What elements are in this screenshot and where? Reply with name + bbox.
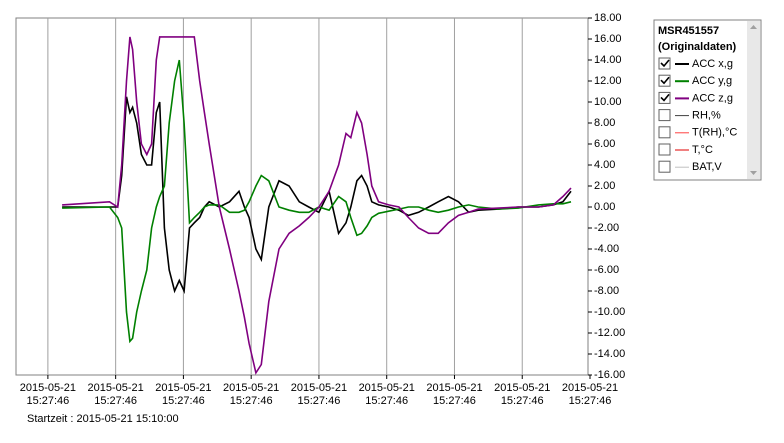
legend-checkbox[interactable] [658, 57, 671, 70]
y-tick-label: 12.00 [594, 75, 622, 87]
x-tick-label: 2015-05-21 15:27:46 [290, 382, 348, 407]
y-tick-label: 16.00 [594, 33, 622, 45]
scroll-up-arrow[interactable] [750, 25, 757, 29]
x-tick-label: 2015-05-21 15:27:46 [494, 382, 551, 407]
x-tick-label: 2015-05-21 15:27:46 [155, 382, 212, 407]
y-tick-label: 0.00 [594, 201, 615, 213]
x-tick-label: 2015-05-21 15:27:46 [358, 382, 415, 407]
series-line [62, 59, 572, 344]
series-line [62, 96, 572, 295]
legend-label: BAT,V [692, 161, 722, 173]
legend-subtitle: (Originaldaten) [658, 41, 737, 53]
y-tick-label: 18.00 [594, 12, 622, 24]
y-tick-label: -2.00 [594, 222, 619, 234]
plot-frame [15, 17, 589, 376]
x-tick-label: 2015-05-21 15:27:46 [19, 382, 77, 407]
y-tick-label: 14.00 [594, 54, 622, 66]
y-tick-label: 2.00 [594, 180, 615, 192]
legend-box [653, 19, 762, 181]
legend-label: ACC z,g [692, 92, 733, 104]
x-tick-label: 2015-05-21 15:27:46 [561, 382, 619, 407]
y-tick-label: 4.00 [594, 159, 615, 171]
y-tick-label: -12.00 [594, 327, 625, 339]
legend-label: RH,% [692, 110, 721, 122]
legend-checkbox[interactable] [658, 109, 671, 122]
y-tick-label: -8.00 [594, 285, 619, 297]
legend-checkmark [660, 93, 670, 102]
legend-title: MSR451557 [658, 25, 719, 37]
y-tick-label: -14.00 [594, 348, 625, 360]
y-tick-label: -10.00 [594, 306, 625, 318]
x-tick-label: 2015-05-21 15:27:46 [87, 382, 144, 407]
footer: Startzeit : 2015-05-21 15:10:00 [27, 413, 179, 425]
legend-checkmark [660, 76, 670, 85]
legend-label: ACC x,g [692, 58, 733, 70]
legend-checkbox[interactable] [658, 143, 671, 156]
y-tick-label: -4.00 [594, 243, 619, 255]
series-line [62, 36, 572, 375]
y-tick-label: 10.00 [594, 96, 622, 108]
legend-label: T,°C [692, 144, 713, 156]
y-tick-label: -16.00 [594, 369, 625, 381]
y-tick-label: -6.00 [594, 264, 619, 276]
x-tick-label: 2015-05-21 15:27:46 [223, 382, 280, 407]
legend-label: T(RH),°C [692, 127, 737, 139]
legend-checkbox[interactable] [658, 74, 671, 87]
x-tick-label: 2015-05-21 15:27:46 [426, 382, 483, 407]
legend-checkmark [660, 59, 670, 68]
y-tick-label: 8.00 [594, 117, 615, 129]
legend-label: ACC y,g [692, 75, 732, 87]
scroll-down-arrow[interactable] [750, 171, 757, 175]
y-tick-label: 6.00 [594, 138, 615, 150]
legend-scrollbar[interactable] [747, 21, 760, 179]
legend-checkbox[interactable] [658, 160, 671, 173]
legend-checkbox[interactable] [658, 126, 671, 139]
legend-checkbox[interactable] [658, 91, 671, 104]
